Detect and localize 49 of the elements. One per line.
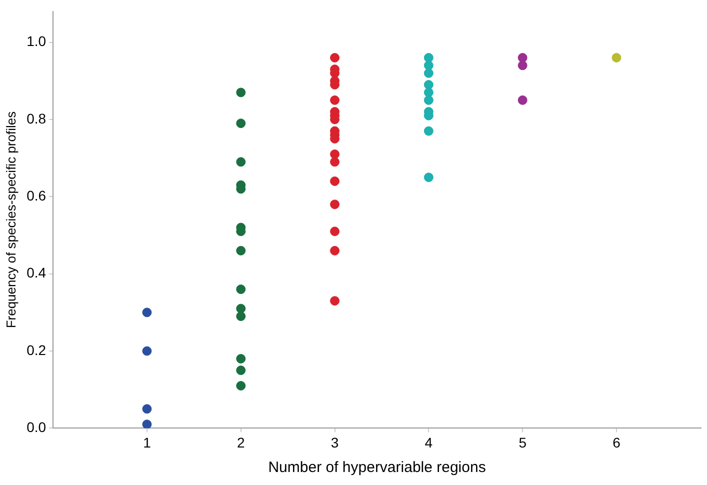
point — [236, 354, 246, 364]
point — [518, 60, 528, 70]
y-tick-label: 0.2 — [26, 342, 46, 358]
point — [236, 157, 246, 167]
point — [236, 118, 246, 128]
point — [330, 200, 340, 210]
point — [518, 52, 528, 62]
point — [612, 52, 622, 62]
y-axis-title: Frequency of species-specific profiles — [3, 110, 18, 328]
point — [236, 284, 246, 294]
point — [330, 296, 340, 306]
x-axis-title: Number of hypervariable regions — [268, 459, 486, 476]
point — [236, 366, 246, 376]
point — [330, 157, 340, 167]
point — [142, 346, 152, 356]
y-tick-label: 0.8 — [26, 110, 46, 126]
point — [424, 80, 434, 90]
x-tick-label: 6 — [612, 434, 621, 450]
point — [330, 226, 340, 236]
point — [142, 404, 152, 414]
x-tick-label: 2 — [236, 434, 245, 450]
x-tick-label: 3 — [330, 434, 339, 450]
point — [424, 88, 434, 98]
point — [424, 68, 434, 78]
point — [236, 312, 246, 322]
x-tick-label: 5 — [518, 434, 527, 450]
point — [424, 126, 434, 136]
point — [424, 172, 434, 182]
point — [236, 88, 246, 98]
point — [518, 95, 528, 105]
point — [236, 304, 246, 314]
point — [424, 60, 434, 70]
point — [236, 381, 246, 390]
point — [142, 420, 152, 428]
point — [330, 246, 340, 256]
point — [424, 52, 434, 62]
point — [424, 95, 434, 105]
point — [142, 308, 152, 318]
y-tick-label: 1.0 — [26, 33, 46, 50]
point — [330, 176, 340, 186]
y-tick-label: 0.0 — [26, 419, 46, 436]
point — [330, 52, 340, 62]
x-tick-label: 1 — [143, 434, 152, 450]
point — [330, 149, 340, 159]
x-tick-label: 4 — [424, 434, 433, 450]
y-tick-label: 0.6 — [26, 188, 46, 204]
point — [330, 95, 340, 105]
point — [236, 246, 246, 256]
y-tick-label: 0.4 — [26, 264, 46, 281]
